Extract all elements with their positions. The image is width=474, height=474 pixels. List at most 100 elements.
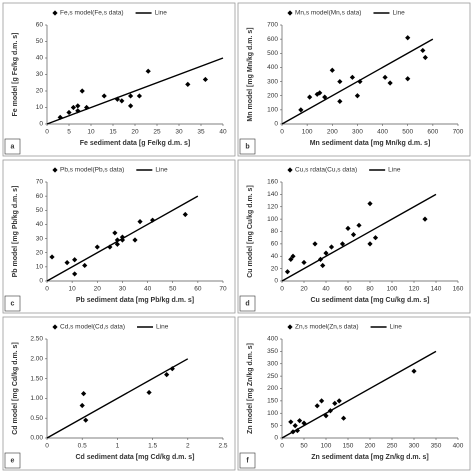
y-tick-label: 80: [271, 228, 279, 235]
x-tick-label: 20: [94, 286, 102, 293]
y-axis-label: Cu model [mg Cu/kg d.m. s]: [247, 185, 254, 278]
y-tick-label: 150: [267, 398, 278, 405]
x-tick-label: 35: [197, 129, 205, 136]
point: [112, 230, 118, 236]
y-tick-label: 300: [267, 78, 278, 85]
x-tick-label: 0: [280, 129, 284, 136]
panel-letter-box: [239, 452, 256, 469]
y-tick-label: 20: [36, 88, 44, 95]
x-tick-label: 100: [387, 286, 398, 293]
point: [422, 54, 428, 61]
point: [290, 253, 296, 259]
x-tick-label: 0: [45, 129, 49, 136]
point: [367, 241, 373, 247]
x-tick-label: 1.5: [148, 443, 157, 450]
x-axis-label: Pb sediment data [mg Pb/kg d.m. s]: [76, 297, 194, 304]
legend-marker: [287, 324, 293, 330]
y-tick-label: 20: [36, 249, 44, 256]
legend-label: Line: [155, 167, 168, 174]
panel-letter: a: [11, 143, 15, 150]
point: [185, 81, 191, 87]
x-tick-label: 70: [219, 286, 227, 293]
legend-label: Line: [392, 10, 405, 17]
y-tick-label: 60: [36, 22, 44, 29]
x-axis-label: Mn sediment data [mg Mn/kg d.m. s]: [310, 140, 431, 147]
x-tick-label: 300: [352, 129, 363, 136]
point: [79, 402, 85, 409]
panel-frame: [2, 2, 236, 157]
y-tick-label: 40: [271, 253, 279, 260]
fit-line: [281, 38, 434, 125]
point: [146, 389, 152, 396]
x-axis-label: Fe sediment data [g Fe/kg d.m. s]: [80, 140, 190, 147]
y-tick-label: 300: [267, 360, 278, 367]
x-tick-label: 40: [144, 286, 152, 293]
panel-frame: [237, 316, 471, 471]
y-tick-label: 0: [274, 435, 278, 442]
legend-label: Line: [388, 167, 401, 174]
legend-label: Line: [156, 324, 169, 331]
y-tick-label: 200: [267, 92, 278, 99]
y-tick-label: 500: [267, 50, 278, 57]
point: [128, 93, 134, 99]
point: [132, 237, 138, 243]
y-tick-label: 60: [36, 193, 44, 200]
point: [182, 211, 188, 218]
x-tick-label: 700: [453, 129, 464, 136]
x-tick-label: 350: [431, 443, 442, 450]
y-tick-label: 0: [39, 278, 43, 285]
x-tick-label: 50: [300, 443, 308, 450]
panel: 0.00 0.50 1.00 1.50 2.00 2.50 0 0.5 1 1.5 2 2.5 Cd s…: [2, 316, 236, 471]
y-tick-label: 160: [267, 179, 278, 186]
point: [169, 366, 175, 372]
fit-line: [46, 57, 224, 125]
point: [422, 216, 428, 222]
y-tick-label: 10: [36, 104, 44, 111]
point: [350, 231, 357, 238]
y-tick-label: 2.00: [30, 356, 43, 363]
legend-marker: [52, 10, 58, 16]
point: [82, 262, 88, 269]
point: [119, 237, 126, 243]
x-tick-label: 200: [327, 129, 338, 136]
x-axis-label: Cu sediment data [mg Cu/kg d.m. s]: [310, 297, 429, 304]
point: [387, 80, 393, 86]
point: [356, 222, 362, 228]
x-tick-label: 10: [69, 286, 77, 293]
point: [297, 418, 303, 424]
x-tick-label: 20: [300, 286, 308, 293]
y-tick-label: 10: [36, 264, 44, 271]
panel-letter-box: [239, 295, 256, 312]
y-tick-label: 0: [39, 121, 43, 128]
point: [145, 68, 151, 74]
x-tick-label: 200: [365, 443, 376, 450]
y-tick-label: 50: [271, 422, 279, 429]
y-axis-label: Fe model [g Fe/kg d.m. s]: [12, 32, 19, 116]
panel-letter: d: [245, 300, 249, 307]
x-tick-label: 60: [194, 286, 202, 293]
legend-label: Line: [390, 324, 403, 331]
x-tick-label: 140: [431, 286, 442, 293]
point: [323, 250, 329, 256]
point: [319, 398, 325, 404]
y-tick-label: 0: [274, 121, 278, 128]
point: [307, 94, 313, 100]
point: [128, 103, 134, 109]
panel-letter: f: [246, 457, 249, 464]
x-tick-label: 600: [427, 129, 438, 136]
y-axis-label: Cd model [mg Cd/kg d.m. s]: [12, 342, 19, 435]
x-tick-label: 250: [387, 443, 398, 450]
x-tick-label: 300: [409, 443, 420, 450]
point: [79, 88, 85, 94]
panel-frame: [2, 316, 236, 471]
y-tick-label: 100: [267, 410, 278, 417]
x-tick-label: 40: [322, 286, 330, 293]
fit-line: [281, 193, 437, 282]
legend-marker: [287, 10, 293, 16]
point: [339, 241, 346, 247]
x-tick-label: 400: [377, 129, 388, 136]
x-tick-label: 25: [153, 129, 161, 136]
y-tick-label: 250: [267, 373, 278, 380]
y-tick-label: 100: [267, 216, 278, 223]
panel-frame: [237, 2, 471, 157]
